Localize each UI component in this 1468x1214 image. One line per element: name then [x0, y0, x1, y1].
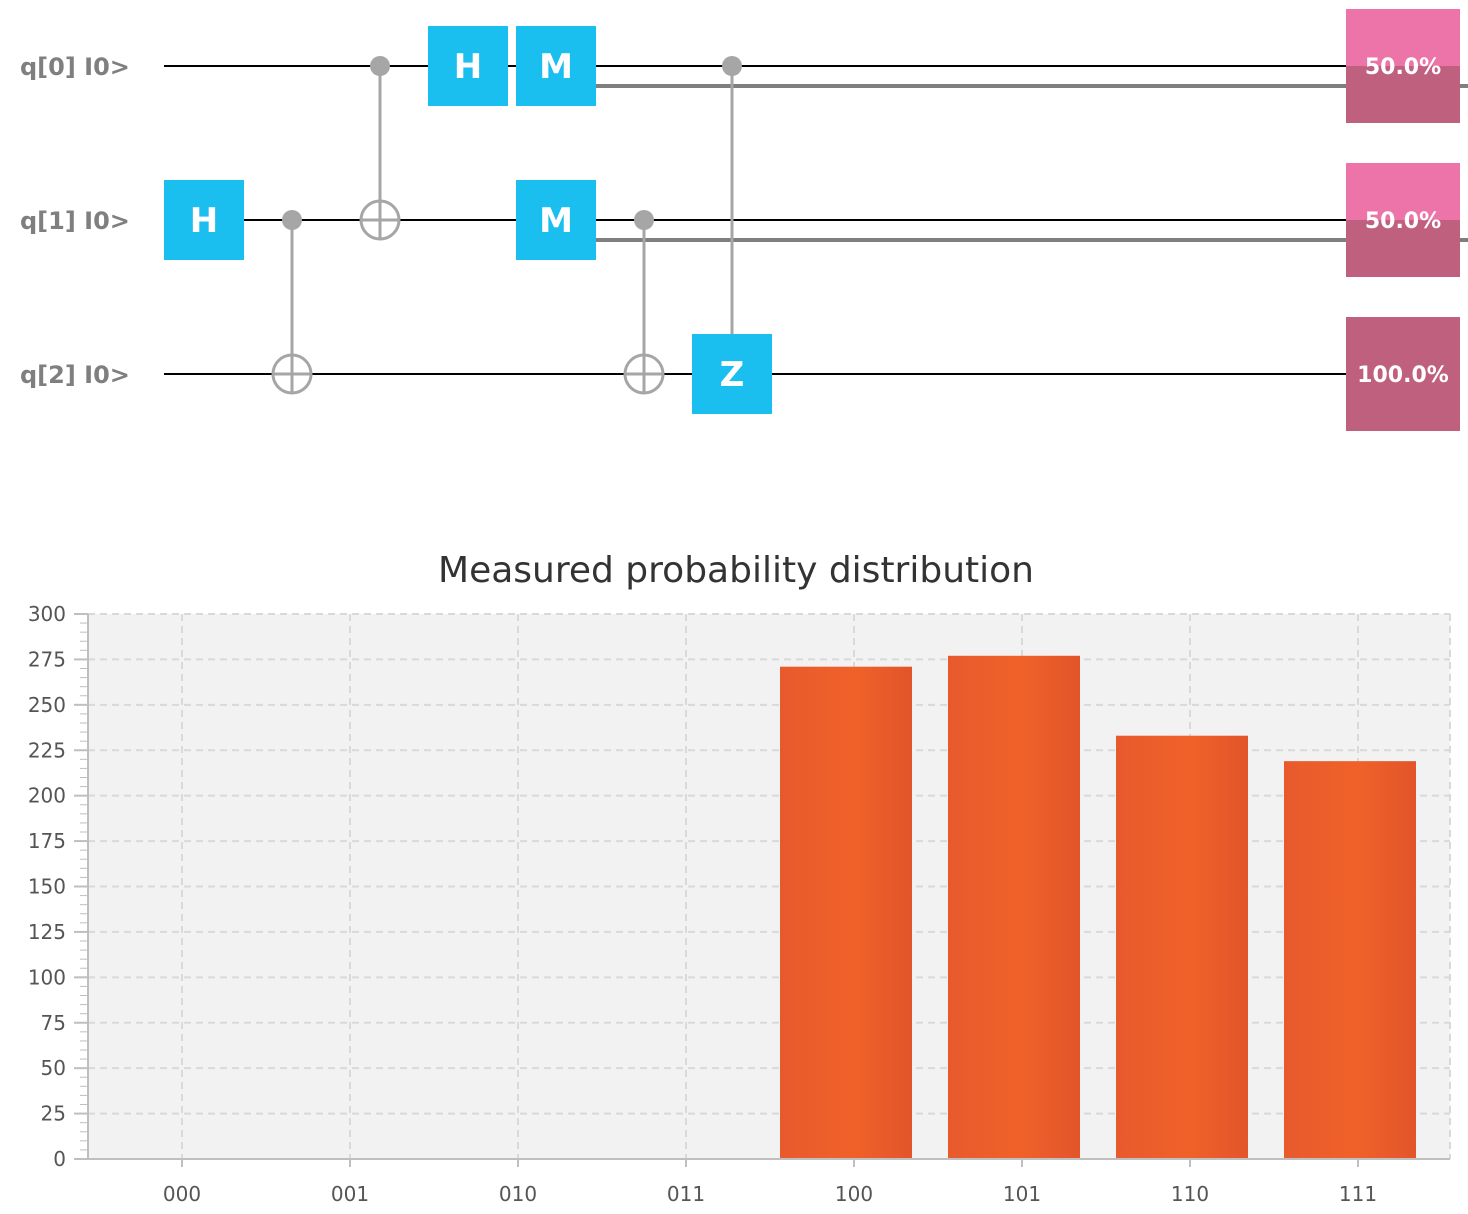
y-tick-label: 300 — [28, 602, 66, 626]
y-tick-label: 100 — [28, 965, 66, 989]
z-gate-label: Z — [720, 355, 745, 395]
control-dot — [370, 56, 390, 76]
y-tick-label: 275 — [28, 647, 66, 671]
y-tick-label: 75 — [41, 1011, 66, 1035]
x-tick-label: 100 — [835, 1182, 873, 1206]
x-tick-label: 011 — [667, 1182, 705, 1206]
control-dot — [282, 210, 302, 230]
probability-box — [1346, 317, 1460, 431]
probability-fill — [1346, 163, 1460, 220]
quantum-circuit: q[0] I0> q[1] I0> q[2] I0> H H M M Z 50.0% 50.0% 1… — [20, 9, 1468, 431]
bar-100 — [780, 666, 912, 1159]
hadamard-gate-label: H — [190, 201, 218, 241]
y-tick-label: 200 — [28, 784, 66, 808]
x-tick-label: 101 — [1003, 1182, 1041, 1206]
x-tick-label: 111 — [1339, 1182, 1377, 1206]
x-tick-label: 000 — [163, 1182, 201, 1206]
qubit-label: q[1] I0> — [20, 207, 130, 235]
probability-label: 50.0% — [1365, 55, 1441, 80]
probability-fill — [1346, 9, 1460, 66]
hadamard-gate-label: H — [454, 47, 482, 87]
probability-chart: Measured probability distribution 0 25 50 7… — [28, 550, 1451, 1206]
measure-gate-label: M — [539, 47, 573, 87]
hadamard-gate — [164, 180, 244, 260]
measure-gate — [516, 26, 596, 106]
z-gate — [692, 334, 772, 414]
bar-101 — [948, 655, 1080, 1159]
x-tick-label: 001 — [331, 1182, 369, 1206]
qubit-label: q[0] I0> — [20, 53, 130, 81]
x-tick-label: 110 — [1171, 1182, 1209, 1206]
y-tick-label: 250 — [28, 693, 66, 717]
y-tick-label: 25 — [41, 1102, 66, 1126]
y-tick-label: 0 — [53, 1147, 66, 1171]
control-dot — [722, 56, 742, 76]
control-dot — [634, 210, 654, 230]
y-tick-label: 50 — [41, 1056, 66, 1080]
y-tick-label: 225 — [28, 738, 66, 762]
bar-111 — [1284, 761, 1416, 1159]
probability-label: 100.0% — [1357, 363, 1449, 388]
measure-gate-label: M — [539, 201, 573, 241]
y-tick-label: 175 — [28, 829, 66, 853]
y-tick-label: 150 — [28, 875, 66, 899]
bar-110 — [1116, 735, 1248, 1159]
qubit-label: q[2] I0> — [20, 361, 130, 389]
chart-title: Measured probability distribution — [438, 550, 1034, 591]
y-tick-label: 125 — [28, 920, 66, 944]
x-tick-label: 010 — [499, 1182, 537, 1206]
hadamard-gate — [428, 26, 508, 106]
probability-label: 50.0% — [1365, 209, 1441, 234]
measure-gate — [516, 180, 596, 260]
